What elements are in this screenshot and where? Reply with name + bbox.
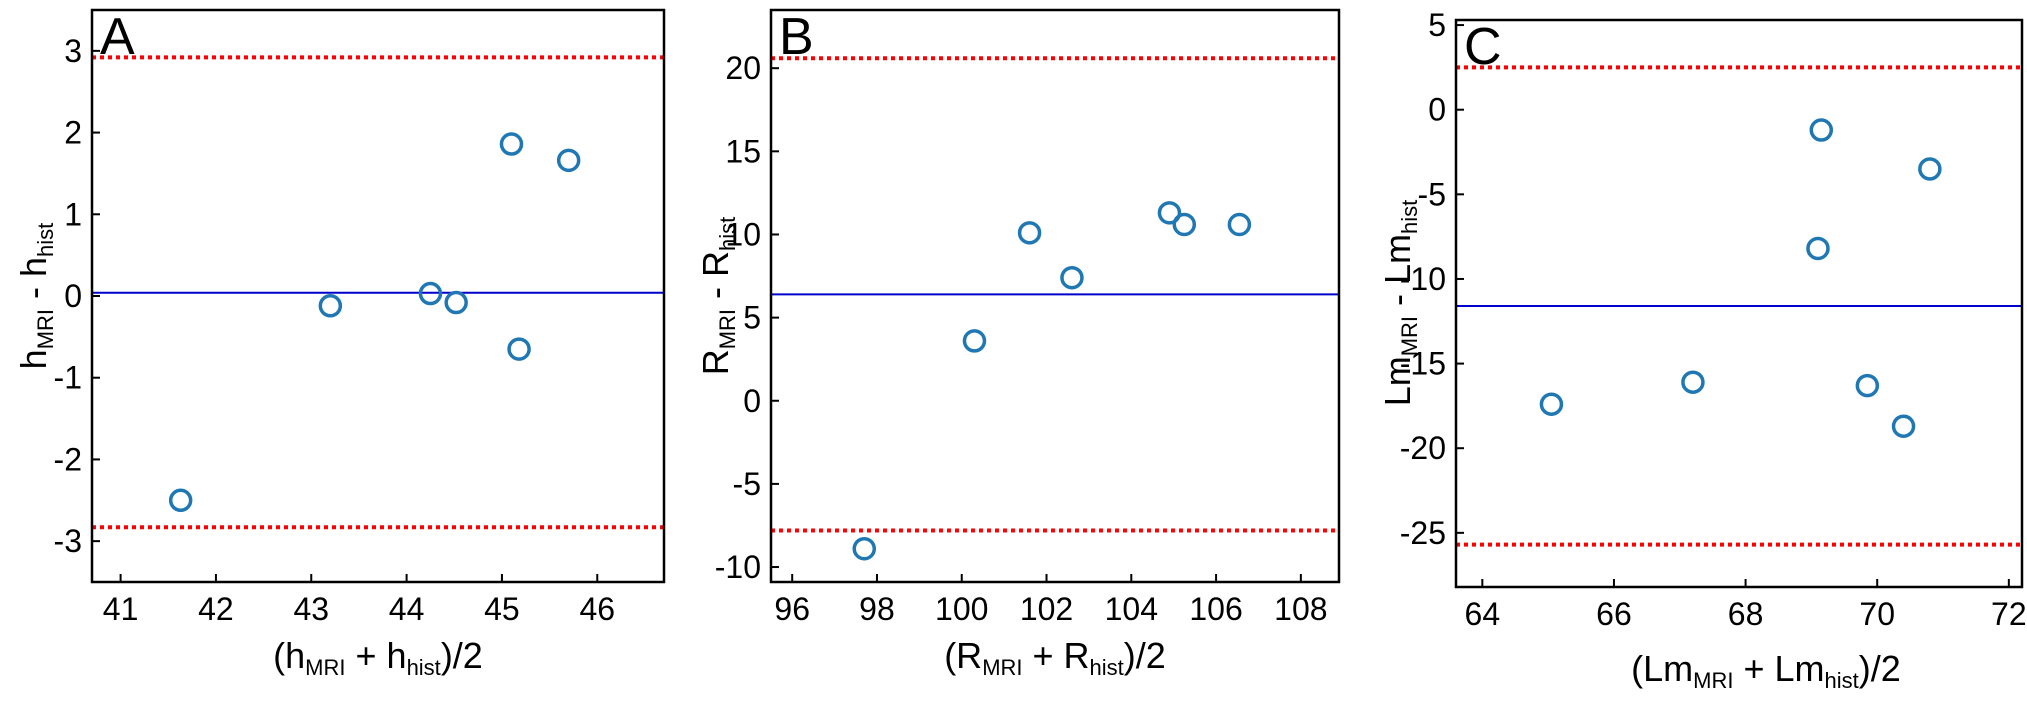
x-tick-label: 108 <box>1274 591 1327 627</box>
x-tick-label: 42 <box>198 591 234 627</box>
panel-a: 41 42 43 44 45 46 -3 -2 -1 0 1 2 3 A (hMRI + hhist)/2 h… <box>13 8 666 680</box>
data-point <box>1172 212 1197 237</box>
data-point <box>1539 392 1564 416</box>
y-axis-label: LmMRI - Lmhist <box>1377 200 1422 407</box>
x-axis-label: (hMRI + hhist)/2 <box>273 635 483 680</box>
y-tick-label: 20 <box>725 50 761 86</box>
x-tick-label: 106 <box>1189 591 1242 627</box>
y-tick-label: -25 <box>1400 515 1446 551</box>
panel-letter: A <box>100 8 135 66</box>
data-point <box>499 132 524 156</box>
y-tick-label: 0 <box>64 278 82 314</box>
data-point <box>1157 201 1182 225</box>
y-tick-label: 15 <box>725 133 761 169</box>
data-point <box>168 488 193 513</box>
plot-frame <box>90 8 666 584</box>
data-point <box>1855 373 1880 398</box>
y-tick-label: -5 <box>1418 176 1446 212</box>
y-tick-label: 0 <box>743 383 761 419</box>
data-point <box>962 329 987 353</box>
y-tick-label: -10 <box>715 549 761 585</box>
y-tick-label: -1 <box>54 360 82 396</box>
plot-frame <box>769 8 1341 584</box>
panel-letter: B <box>779 8 814 66</box>
data-point <box>1060 265 1084 290</box>
data-point <box>444 290 468 315</box>
x-axis-label: (LmMRI + Lmhist)/2 <box>1631 648 1901 693</box>
panel-c: 64 66 68 70 72 -25 -20 -15 -10 -5 0 5 C (LmMRI + Lmhi… <box>1377 7 2027 693</box>
data-point <box>418 281 443 306</box>
y-axis-label: hMRI - hhist <box>13 223 58 370</box>
x-tick-label: 66 <box>1596 596 1632 632</box>
x-tick-label: 45 <box>484 591 520 627</box>
data-point <box>507 337 531 361</box>
x-tick-label: 70 <box>1859 596 1895 632</box>
data-point <box>1227 212 1252 237</box>
y-tick-label: -2 <box>54 441 82 477</box>
data-point <box>852 536 877 561</box>
data-point <box>1681 370 1705 394</box>
x-tick-label: 102 <box>1020 591 1073 627</box>
y-tick-label: 10 <box>725 216 761 252</box>
data-point <box>318 294 343 318</box>
panel-b: 96 98 100 102 104 106 108 -10 -5 0 5 10 15 20 B (RMRI +… <box>695 8 1341 680</box>
plot-frame <box>1454 18 2024 589</box>
data-point <box>556 148 581 173</box>
x-tick-label: 104 <box>1105 591 1158 627</box>
y-tick-label: -10 <box>1400 261 1446 297</box>
y-tick-label: 5 <box>743 300 761 336</box>
data-point <box>1918 157 1942 181</box>
data-point <box>1809 118 1834 142</box>
x-axis-label: (RMRI + Rhist)/2 <box>944 635 1166 680</box>
y-tick-label: -3 <box>54 523 82 559</box>
x-tick-label: 100 <box>935 591 988 627</box>
y-tick-label: 5 <box>1428 7 1446 43</box>
y-axis-label: RMRI - Rhist <box>695 217 740 376</box>
y-tick-label: 3 <box>64 33 82 69</box>
data-point <box>1891 414 1916 438</box>
x-tick-label: 41 <box>103 591 139 627</box>
x-tick-label: 96 <box>774 591 810 627</box>
x-tick-label: 46 <box>579 591 615 627</box>
y-tick-label: -20 <box>1400 430 1446 466</box>
x-tick-label: 44 <box>389 591 425 627</box>
y-tick-label: 2 <box>64 115 82 151</box>
x-tick-label: 68 <box>1728 596 1764 632</box>
x-tick-label: 43 <box>293 591 329 627</box>
y-tick-label: -5 <box>733 466 761 502</box>
panel-letter: C <box>1464 18 1502 76</box>
y-tick-label: 0 <box>1428 92 1446 128</box>
x-tick-label: 98 <box>859 591 895 627</box>
data-point <box>1017 221 1042 245</box>
y-tick-label: 1 <box>64 196 82 232</box>
y-tick-label: -15 <box>1400 346 1446 382</box>
x-tick-label: 64 <box>1465 596 1501 632</box>
x-tick-label: 72 <box>1991 596 2027 632</box>
data-point <box>1806 236 1830 261</box>
